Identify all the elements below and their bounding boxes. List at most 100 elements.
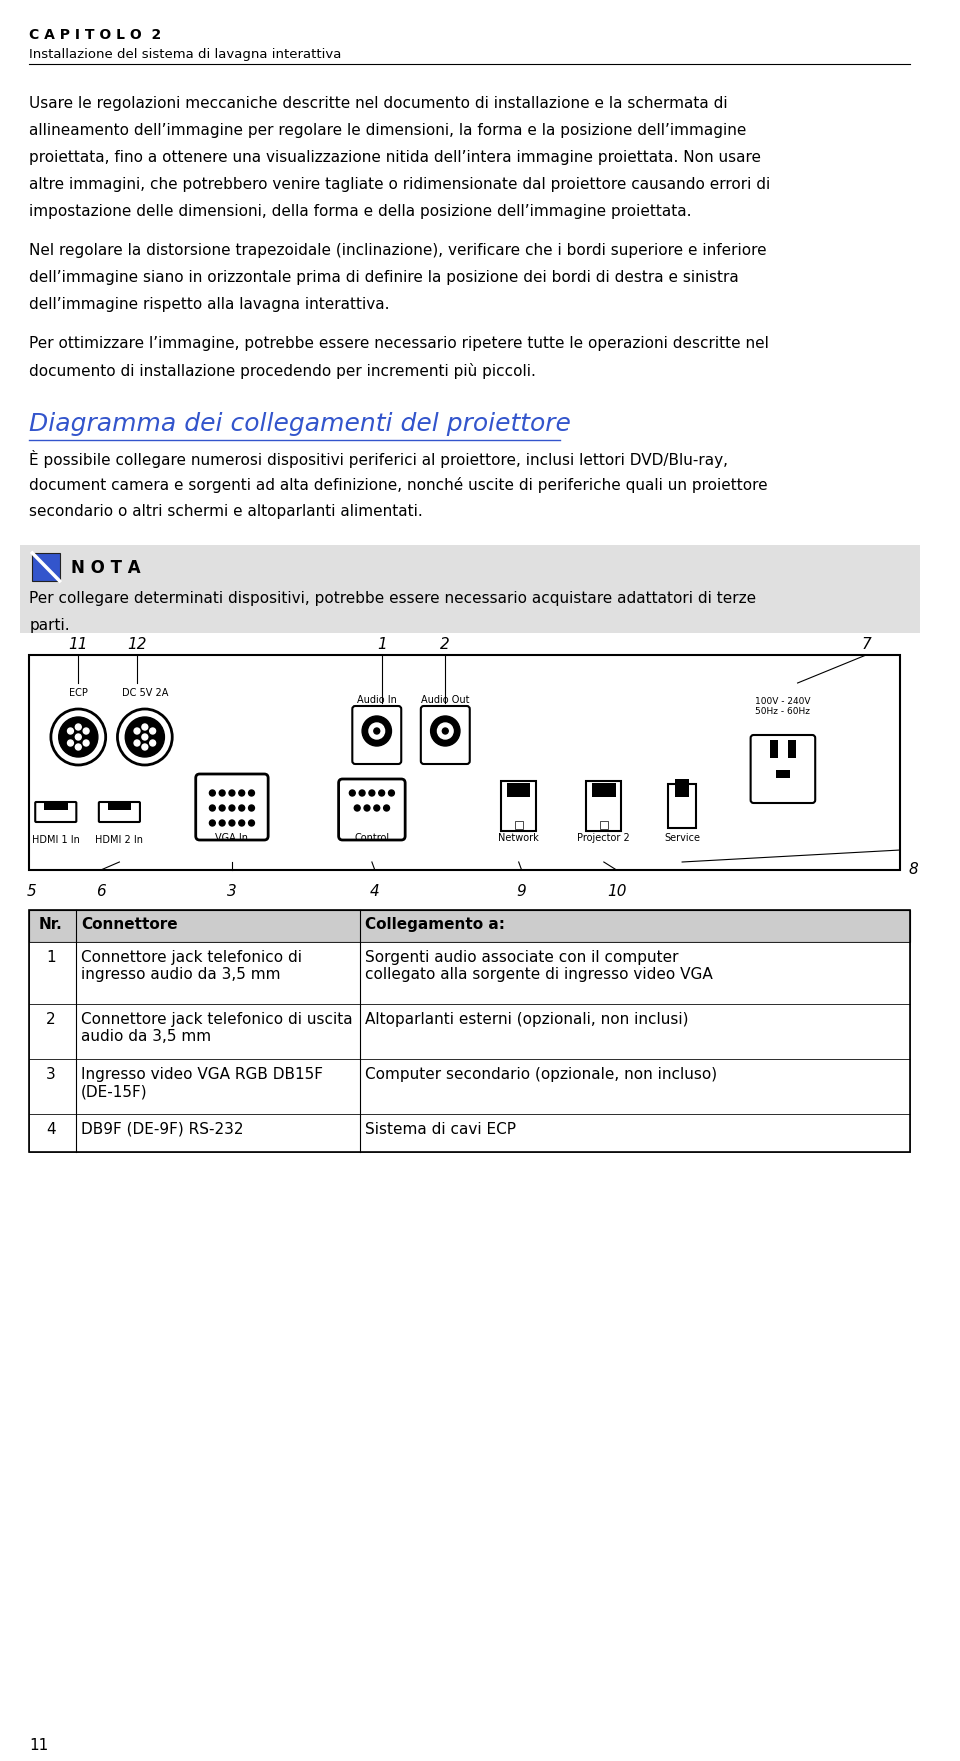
Text: 2: 2 <box>441 637 450 652</box>
Circle shape <box>229 821 235 826</box>
Circle shape <box>142 724 148 731</box>
Text: Usare le regolazioni meccaniche descritte nel documento di installazione e la sc: Usare le regolazioni meccaniche descritt… <box>30 97 728 111</box>
Bar <box>108 801 132 810</box>
Text: dell’immagine rispetto alla lavagna interattiva.: dell’immagine rispetto alla lavagna inte… <box>30 298 390 312</box>
Circle shape <box>359 791 365 796</box>
FancyBboxPatch shape <box>36 801 77 822</box>
Circle shape <box>431 717 460 747</box>
Bar <box>776 770 790 778</box>
Bar <box>44 801 67 810</box>
Text: Per collegare determinati dispositivi, potrebbe essere necessario acquistare ada: Per collegare determinati dispositivi, p… <box>30 592 756 606</box>
Text: 1: 1 <box>376 637 387 652</box>
Bar <box>501 780 537 831</box>
Text: 11: 11 <box>30 1738 49 1752</box>
Circle shape <box>150 727 156 734</box>
Circle shape <box>369 724 385 740</box>
Circle shape <box>354 805 360 812</box>
Text: Altoparlanti esterni (opzionali, non inclusi): Altoparlanti esterni (opzionali, non inc… <box>365 1013 688 1027</box>
Circle shape <box>229 805 235 812</box>
Text: Sistema di cavi ECP: Sistema di cavi ECP <box>365 1122 516 1138</box>
Text: 6: 6 <box>96 884 106 900</box>
Text: Computer secondario (opzionale, non incluso): Computer secondario (opzionale, non incl… <box>365 1067 717 1081</box>
FancyBboxPatch shape <box>420 706 469 764</box>
Circle shape <box>443 727 448 734</box>
Circle shape <box>389 791 395 796</box>
Bar <box>30 910 910 1152</box>
Text: Control: Control <box>354 833 390 844</box>
Text: dell’immagine siano in orizzontale prima di definire la posizione dei bordi di d: dell’immagine siano in orizzontale prima… <box>30 269 739 285</box>
Text: 11: 11 <box>68 637 88 652</box>
Circle shape <box>373 805 380 812</box>
Text: Nel regolare la distorsione trapezoidale (inclinazione), verificare che i bordi : Nel regolare la distorsione trapezoidale… <box>30 243 767 259</box>
Bar <box>30 655 900 870</box>
FancyBboxPatch shape <box>339 778 405 840</box>
Text: VGA In: VGA In <box>215 833 249 844</box>
Text: HDMI 1 In: HDMI 1 In <box>32 835 80 845</box>
Text: 12: 12 <box>128 637 147 652</box>
FancyBboxPatch shape <box>352 706 401 764</box>
Bar <box>592 784 615 798</box>
Circle shape <box>219 821 225 826</box>
Bar <box>30 1004 910 1058</box>
Text: allineamento dell’immagine per regolare le dimensioni, la forma e la posizione d: allineamento dell’immagine per regolare … <box>30 123 747 137</box>
Bar <box>30 910 910 942</box>
Text: ECP: ECP <box>69 689 87 697</box>
Text: 7: 7 <box>861 637 871 652</box>
Circle shape <box>362 717 392 747</box>
Bar <box>788 740 796 757</box>
Text: altre immagini, che potrebbero venire tagliate o ridimensionate dal proiettore c: altre immagini, che potrebbero venire ta… <box>30 178 771 192</box>
Circle shape <box>59 717 98 757</box>
Text: parti.: parti. <box>30 618 70 632</box>
Bar <box>668 784 696 828</box>
Circle shape <box>134 727 140 734</box>
Text: documento di installazione procedendo per incrementi più piccoli.: documento di installazione procedendo pe… <box>30 363 537 379</box>
Text: 4: 4 <box>46 1122 56 1138</box>
Circle shape <box>249 791 254 796</box>
Bar <box>675 778 689 798</box>
Text: Connettore: Connettore <box>82 917 178 932</box>
Text: 8: 8 <box>908 861 918 877</box>
Circle shape <box>229 791 235 796</box>
Text: Audio Out: Audio Out <box>421 696 469 704</box>
Bar <box>19 544 920 632</box>
Text: proiettata, fino a ottenere una visualizzazione nitida dell’intera immagine proi: proiettata, fino a ottenere una visualiz… <box>30 150 761 166</box>
Text: Connettore jack telefonico di uscita
audio da 3,5 mm: Connettore jack telefonico di uscita aud… <box>82 1013 353 1044</box>
Text: Service: Service <box>664 833 700 844</box>
Text: Per ottimizzare l’immagine, potrebbe essere necessario ripetere tutte le operazi: Per ottimizzare l’immagine, potrebbe ess… <box>30 336 769 350</box>
Text: Sorgenti audio associate con il computer
collegato alla sorgente di ingresso vid: Sorgenti audio associate con il computer… <box>365 949 712 983</box>
Text: 3: 3 <box>228 884 237 900</box>
Bar <box>30 942 910 1004</box>
Bar <box>587 780 621 831</box>
Circle shape <box>349 791 355 796</box>
Bar <box>33 553 60 581</box>
Circle shape <box>142 734 148 740</box>
FancyBboxPatch shape <box>196 775 268 840</box>
Bar <box>30 1115 910 1152</box>
Text: Projector 2: Projector 2 <box>578 833 630 844</box>
Text: DC 5V 2A: DC 5V 2A <box>122 689 168 697</box>
Text: 50Hz - 60Hz: 50Hz - 60Hz <box>756 706 810 717</box>
Circle shape <box>75 734 82 740</box>
Circle shape <box>209 805 215 812</box>
Text: 100V - 240V: 100V - 240V <box>756 697 810 706</box>
Text: 4: 4 <box>370 884 380 900</box>
Circle shape <box>75 724 82 731</box>
Bar <box>30 1058 910 1115</box>
Circle shape <box>84 727 89 734</box>
Circle shape <box>239 805 245 812</box>
Text: Network: Network <box>498 833 540 844</box>
Circle shape <box>84 740 89 747</box>
Circle shape <box>219 791 225 796</box>
Circle shape <box>67 727 73 734</box>
Text: impostazione delle dimensioni, della forma e della posizione dell’immagine proie: impostazione delle dimensioni, della for… <box>30 204 692 218</box>
Text: C A P I T O L O  2: C A P I T O L O 2 <box>30 28 161 42</box>
Text: 9: 9 <box>516 884 526 900</box>
Circle shape <box>209 791 215 796</box>
Text: HDMI 2 In: HDMI 2 In <box>95 835 143 845</box>
Text: 3: 3 <box>46 1067 56 1081</box>
Bar <box>515 821 522 829</box>
Circle shape <box>75 743 82 750</box>
Circle shape <box>209 821 215 826</box>
Text: Ingresso video VGA RGB DB15F
(DE-15F): Ingresso video VGA RGB DB15F (DE-15F) <box>82 1067 324 1099</box>
Circle shape <box>249 821 254 826</box>
